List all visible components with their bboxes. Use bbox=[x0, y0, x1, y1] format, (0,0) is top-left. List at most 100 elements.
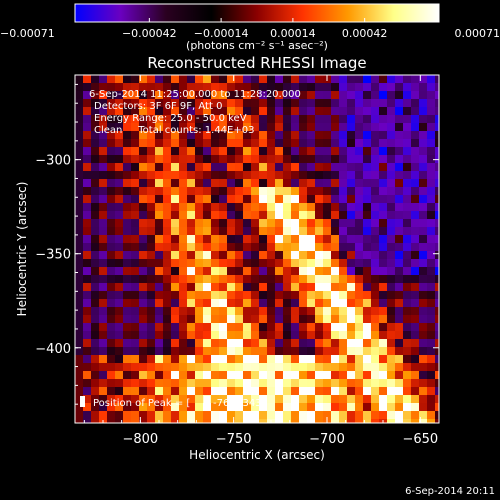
heatmap-cell bbox=[283, 235, 291, 243]
heatmap-cell bbox=[283, 315, 291, 323]
heatmap-cell bbox=[283, 371, 291, 379]
heatmap-cell bbox=[435, 355, 439, 363]
heatmap-cell bbox=[227, 179, 235, 187]
heatmap-cell bbox=[283, 363, 291, 371]
heatmap-cell bbox=[195, 371, 203, 379]
heatmap-cell bbox=[259, 115, 267, 123]
heatmap-cell bbox=[251, 211, 259, 219]
heatmap-cell bbox=[195, 259, 203, 267]
heatmap-cell bbox=[155, 219, 163, 227]
heatmap-cell bbox=[307, 187, 315, 195]
heatmap-cell bbox=[323, 315, 331, 323]
heatmap-cell bbox=[123, 219, 131, 227]
heatmap-cell bbox=[371, 387, 379, 395]
heatmap-cell bbox=[219, 387, 227, 395]
heatmap-cell bbox=[291, 179, 299, 187]
heatmap-cell bbox=[331, 147, 339, 155]
heatmap-cell bbox=[171, 275, 179, 283]
heatmap-cell bbox=[131, 227, 139, 235]
heatmap-cell bbox=[195, 187, 203, 195]
heatmap-cell bbox=[379, 291, 387, 299]
heatmap-cell bbox=[379, 219, 387, 227]
heatmap-cell bbox=[123, 267, 131, 275]
heatmap-cell bbox=[107, 195, 115, 203]
heatmap-cell bbox=[203, 91, 211, 99]
heatmap-cell bbox=[339, 91, 347, 99]
heatmap-cell bbox=[203, 419, 211, 423]
heatmap-cell bbox=[411, 163, 419, 171]
heatmap-cell bbox=[115, 251, 123, 259]
heatmap-cell bbox=[139, 387, 147, 395]
heatmap-cell bbox=[355, 363, 363, 371]
heatmap-cell bbox=[259, 339, 267, 347]
heatmap-cell bbox=[419, 291, 427, 299]
heatmap-cell bbox=[267, 187, 275, 195]
heatmap-cell bbox=[155, 267, 163, 275]
x-axis-ticks: −800 −750 −700 −650 bbox=[83, 75, 440, 447]
heatmap-cell bbox=[291, 91, 299, 99]
heatmap-cell bbox=[235, 203, 243, 211]
heatmap-cell bbox=[179, 155, 187, 163]
heatmap-cell bbox=[427, 283, 435, 291]
heatmap-cell bbox=[379, 75, 387, 83]
heatmap-cell bbox=[75, 147, 83, 155]
heatmap-cell bbox=[411, 275, 419, 283]
heatmap-cell bbox=[187, 211, 195, 219]
heatmap-cell bbox=[219, 179, 227, 187]
heatmap-cell bbox=[75, 371, 83, 379]
heatmap-cell bbox=[419, 419, 427, 423]
heatmap-cell bbox=[355, 179, 363, 187]
heatmap-cell bbox=[283, 339, 291, 347]
heatmap-cell bbox=[123, 155, 131, 163]
heatmap-cell bbox=[139, 419, 147, 423]
heatmap-cell bbox=[395, 195, 403, 203]
heatmap-cell bbox=[371, 307, 379, 315]
heatmap-cell bbox=[363, 411, 371, 419]
heatmap-cell bbox=[187, 155, 195, 163]
heatmap-cell bbox=[131, 419, 139, 423]
heatmap-cell bbox=[307, 355, 315, 363]
colorbar-units: (photons cm⁻² s⁻¹ asec⁻²) bbox=[186, 39, 328, 52]
heatmap-cell bbox=[75, 203, 83, 211]
heatmap-cell bbox=[227, 195, 235, 203]
heatmap-cell bbox=[203, 99, 211, 107]
heatmap-cell bbox=[139, 371, 147, 379]
heatmap-cell bbox=[227, 283, 235, 291]
heatmap-cell bbox=[315, 243, 323, 251]
heatmap-cell bbox=[419, 339, 427, 347]
heatmap-cell bbox=[131, 187, 139, 195]
heatmap-cell bbox=[371, 171, 379, 179]
heatmap-cell bbox=[123, 355, 131, 363]
heatmap-cell bbox=[259, 91, 267, 99]
heatmap-cell bbox=[211, 363, 219, 371]
heatmap-cell bbox=[275, 307, 283, 315]
heatmap-cell bbox=[299, 107, 307, 115]
heatmap-cell bbox=[403, 163, 411, 171]
heatmap-cell bbox=[291, 195, 299, 203]
heatmap-cell bbox=[83, 251, 91, 259]
heatmap-cell bbox=[91, 91, 99, 99]
heatmap-cell bbox=[243, 283, 251, 291]
heatmap-cell bbox=[291, 339, 299, 347]
heatmap-cell bbox=[339, 283, 347, 291]
heatmap-cell bbox=[131, 203, 139, 211]
heatmap-cell bbox=[403, 315, 411, 323]
heatmap-cell bbox=[291, 83, 299, 91]
heatmap-cell bbox=[171, 195, 179, 203]
heatmap-cell bbox=[195, 195, 203, 203]
heatmap-cell bbox=[403, 179, 411, 187]
heatmap-cell bbox=[347, 299, 355, 307]
heatmap-cell bbox=[147, 139, 155, 147]
heatmap-cell bbox=[355, 379, 363, 387]
heatmap-cell bbox=[91, 387, 99, 395]
heatmap-cell bbox=[123, 227, 131, 235]
heatmap-cell bbox=[395, 163, 403, 171]
heatmap-cell bbox=[403, 123, 411, 131]
heatmap-cell bbox=[395, 107, 403, 115]
heatmap-cell bbox=[195, 275, 203, 283]
heatmap-cell bbox=[403, 307, 411, 315]
heatmap-cell bbox=[203, 339, 211, 347]
heatmap-cell bbox=[363, 163, 371, 171]
heatmap-cell bbox=[171, 115, 179, 123]
heatmap-cell bbox=[99, 291, 107, 299]
